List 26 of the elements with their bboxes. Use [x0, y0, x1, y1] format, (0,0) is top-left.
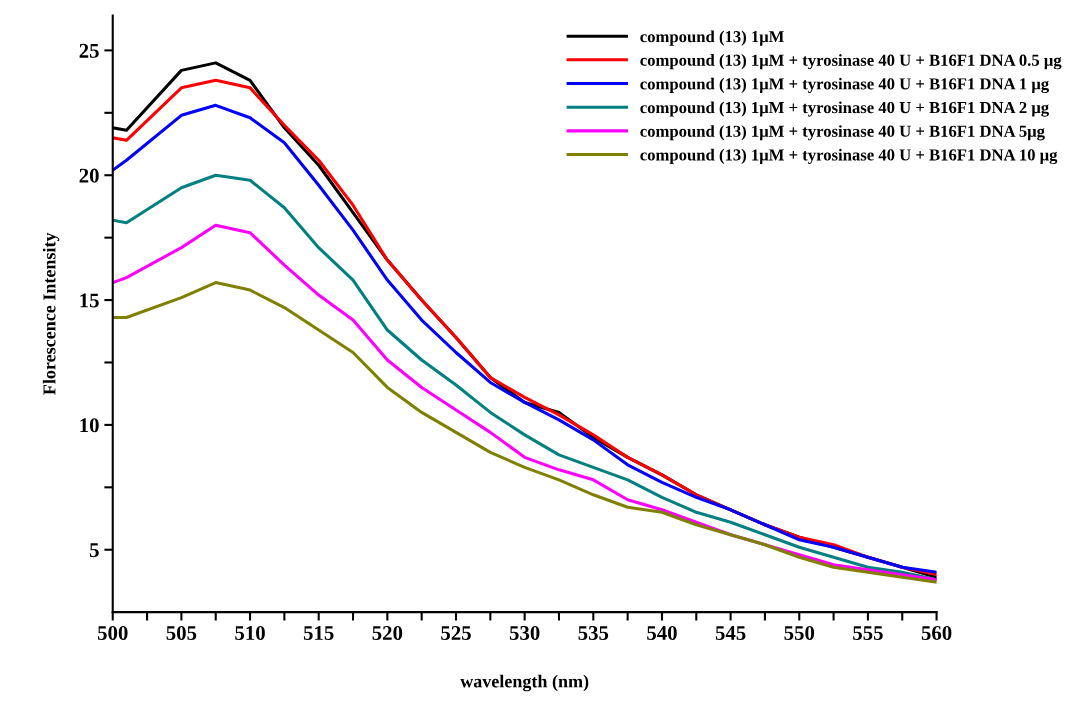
x-tick-label: 535 [578, 626, 609, 640]
x-tick-label: 500 [97, 625, 128, 640]
x-tick-label: 525 [441, 626, 471, 640]
x-tick-label: 550 [784, 625, 815, 640]
x-axis-title: wavelength (nm) [460, 674, 589, 692]
x-tick-label: 530 [509, 625, 540, 640]
legend-label: compound (13) 1μM + tyrosinase 40 U + B16F1 DNA 2 μg [640, 101, 1049, 117]
y-axis-title: Florescence Intensity [42, 232, 60, 395]
x-tick-label: 515 [303, 626, 334, 640]
x-tick-label: 510 [235, 625, 265, 640]
y-tick-label: 20 [79, 168, 99, 183]
y-tick-label: 25 [79, 43, 99, 58]
x-tick-label: 520 [372, 625, 403, 640]
legend-label: compound (13) 1μM [640, 30, 784, 46]
x-tick-label: 560 [921, 625, 952, 640]
x-tick-label: 555 [853, 626, 883, 640]
x-tick-label: 505 [166, 625, 197, 640]
x-tick-label: 540 [647, 625, 677, 640]
x-tick-label: 545 [715, 626, 746, 640]
y-tick-label: 5 [89, 543, 99, 558]
legend-label: compound (13) 1μM + tyrosinase 40 U + B16F1 DNA 5μg [640, 125, 1045, 141]
legend-label: compound (13) 1μM + tyrosinase 40 U + B16F1 DNA 1 μg [640, 77, 1049, 94]
legend-label: compound (13) 1μM + tyrosinase 40 U + B16F1 DNA 10 μg [640, 148, 1058, 165]
y-tick-label: 15 [80, 293, 99, 308]
legend-label: compound (13) 1μM + tyrosinase 40 U + B16F1 DNA 0.5 μg [640, 54, 1062, 70]
y-tick-label: 10 [80, 418, 99, 433]
